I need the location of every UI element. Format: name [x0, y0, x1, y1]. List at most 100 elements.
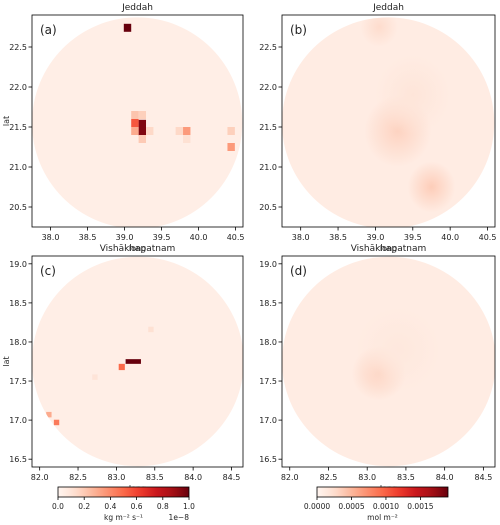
y-tick-label: 21.0	[259, 163, 277, 172]
x-tick-label: 84.5	[474, 473, 492, 482]
x-tick-label: 40.0	[190, 233, 208, 242]
y-tick-label: 18.0	[259, 338, 277, 347]
heatmap-cell	[131, 119, 139, 127]
colorbar-tick-label: 0.8	[157, 502, 169, 511]
y-tick-label: 22.0	[259, 83, 277, 92]
heatmap-cell	[46, 411, 52, 418]
x-tick-label: 84.0	[184, 473, 202, 482]
colorbar-tick-label: 0.0000	[304, 502, 330, 511]
y-tick-label: 17.5	[9, 377, 27, 386]
heatmap-region	[282, 17, 495, 227]
x-tick-label: 84.5	[223, 473, 241, 482]
colorbar-left: 0.0 0.2 0.4 0.6 0.8 1.0 kg m⁻² s⁻¹ 1e−8	[52, 486, 195, 522]
y-tick-label: 17.0	[9, 416, 27, 425]
colorbar-tick-label: 0.0	[52, 502, 64, 511]
x-tick-label: 39.5	[404, 233, 422, 242]
colorbar-tick-label: 0.0010	[373, 502, 399, 511]
x-tick-label: 38.0	[292, 233, 310, 242]
x-tick-label: 82.0	[31, 473, 49, 482]
heatmap-cell	[131, 127, 139, 135]
heatmap-cell	[125, 359, 141, 364]
colorbar-gradient	[57, 486, 190, 498]
heatmap-cell	[53, 419, 60, 426]
x-tick-label: 83.5	[146, 473, 164, 482]
y-tick-label: 16.5	[259, 455, 277, 464]
x-tick-label: 83.0	[358, 473, 376, 482]
y-tick-label: 21.5	[259, 123, 277, 132]
colorbar-offset-text: 1e−8	[169, 513, 190, 522]
y-axis-label: lat	[2, 356, 11, 366]
x-tick-label: 82.5	[69, 473, 87, 482]
heatmap-cell	[175, 127, 184, 135]
colorbar-right: 0.0000 0.0005 0.0010 0.0015 mol m⁻²	[304, 486, 449, 522]
x-axis-label: long	[380, 244, 397, 253]
heatmap-cell	[227, 127, 235, 135]
x-tick-label: 83.5	[397, 473, 415, 482]
axes-frame	[31, 14, 244, 228]
y-tick-label: 19.0	[9, 260, 27, 269]
panel-label: (b)	[290, 23, 307, 37]
y-tick-label: 21.5	[9, 123, 27, 132]
x-tick-label: 40.5	[227, 233, 245, 242]
y-tick-label: 20.5	[9, 203, 27, 212]
colorbar-tick-label: 0.0005	[338, 502, 364, 511]
heatmap-cell	[146, 127, 154, 135]
x-tick-label: 83.0	[107, 473, 125, 482]
heatmap-blob	[355, 306, 441, 393]
y-tick-label: 18.5	[9, 299, 27, 308]
colorbar-tick-label: 0.6	[131, 502, 143, 511]
y-tick-label: 18.0	[9, 338, 27, 347]
heatmap-region	[32, 17, 243, 227]
panel-label: (a)	[40, 23, 57, 37]
colorbar-label: mol m⁻²	[367, 513, 398, 522]
heatmap-blob	[407, 161, 456, 213]
panel-b: 38.0 38.5 39.0 39.5 40.0 40.5 20.5 21.0 21.5 22.0…	[259, 3, 496, 253]
panel-c: 82.0 82.5 83.0 83.5 84.0 84.5 16.5 17.0 17.5 18.0…	[2, 244, 244, 493]
panel-title: Vishākhapatnam	[351, 244, 427, 254]
heatmap-cell	[183, 127, 191, 135]
heatmap-cell	[183, 135, 191, 143]
heatmap-blob	[375, 55, 451, 135]
colorbar-gradient	[316, 486, 449, 498]
panel-a: 38.0 38.5 39.0 39.5 40.0 40.5 20.5 21.0 21.5 22.0…	[2, 3, 245, 253]
panel-title: Vishākhapatnam	[100, 244, 176, 254]
y-tick-label: 17.5	[259, 377, 277, 386]
panel-label: (d)	[290, 264, 307, 278]
heatmap-cell	[131, 111, 139, 119]
y-tick-label: 20.5	[259, 203, 277, 212]
y-tick-label: 22.0	[9, 83, 27, 92]
heatmap-cell	[92, 374, 98, 380]
colorbar-tick-label: 0.0015	[407, 502, 433, 511]
x-tick-label: 39.5	[153, 233, 171, 242]
panel-label: (c)	[40, 264, 56, 278]
x-tick-label: 40.0	[441, 233, 459, 242]
y-tick-label: 18.5	[259, 299, 277, 308]
y-tick-label: 16.5	[9, 455, 27, 464]
y-tick-label: 17.0	[259, 416, 277, 425]
heatmap-cell	[148, 326, 154, 333]
heatmap-cell	[118, 363, 125, 371]
heatmap-cell	[138, 111, 147, 119]
axes-frame	[31, 255, 244, 468]
x-tick-label: 84.0	[436, 473, 454, 482]
colorbar-tick-label: 0.4	[104, 502, 116, 511]
colorbar-tick-label: 0.2	[78, 502, 90, 511]
heatmap-cell	[138, 119, 147, 136]
y-tick-label: 22.5	[259, 43, 277, 52]
panel-title: Jeddah	[121, 3, 153, 13]
y-tick-label: 21.0	[9, 163, 27, 172]
heatmap-region	[282, 256, 495, 467]
x-tick-label: 38.5	[329, 233, 347, 242]
x-tick-label: 38.0	[42, 233, 60, 242]
x-tick-label: 40.5	[479, 233, 497, 242]
axes-frame	[281, 255, 496, 468]
heatmap-region	[32, 256, 243, 467]
heatmap-cell	[123, 23, 132, 32]
x-tick-label: 82.0	[281, 473, 299, 482]
y-tick-label: 19.0	[259, 260, 277, 269]
x-tick-label: 38.5	[79, 233, 97, 242]
axes-frame	[281, 14, 496, 228]
heatmap-cell	[227, 143, 235, 151]
x-tick-label: 39.0	[367, 233, 385, 242]
